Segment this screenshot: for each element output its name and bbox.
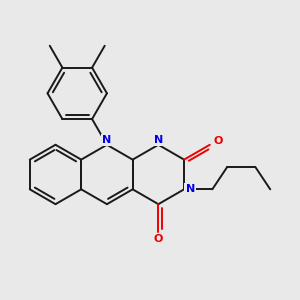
Text: O: O <box>214 136 223 146</box>
Text: N: N <box>102 135 112 145</box>
Text: N: N <box>185 184 195 194</box>
Text: O: O <box>154 234 163 244</box>
Text: N: N <box>154 135 163 145</box>
